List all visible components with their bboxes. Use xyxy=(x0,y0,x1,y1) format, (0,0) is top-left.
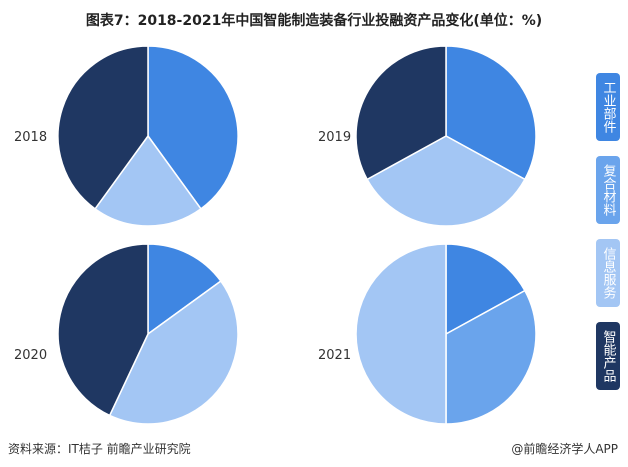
legend-item-3: 智能产品 xyxy=(596,322,620,390)
pie-2021-slice-2 xyxy=(355,243,447,425)
chart-title: 图表7：2018-2021年中国智能制造装备行业投融资产品变化(单位：%) xyxy=(85,13,543,29)
pie-2019-slice-3 xyxy=(355,45,447,181)
brand-note: @前瞻经济学人APP xyxy=(511,442,618,456)
legend-item-1: 复合材料 xyxy=(596,156,620,224)
pie-label-2020: 2020 xyxy=(14,348,48,363)
pie-2020-slice-3 xyxy=(57,243,149,417)
pie-2020-slice-2 xyxy=(108,280,239,425)
pie-2018-slice-3 xyxy=(57,45,149,210)
pie-2019-slice-0 xyxy=(445,45,537,181)
pie-2020-slice-0 xyxy=(147,243,222,336)
pie-label-2018: 2018 xyxy=(14,130,48,145)
legend-item-0: 工业部件 xyxy=(596,73,620,141)
source-note: 资料来源：IT桔子 前瞻产业研究院 xyxy=(8,442,191,456)
pie-label-2021: 2021 xyxy=(318,348,352,363)
pie-2018-slice-0 xyxy=(147,45,239,210)
pie-label-2019: 2019 xyxy=(318,130,352,145)
legend-item-2: 信息服务 xyxy=(596,239,620,307)
pie-2021-slice-0 xyxy=(445,243,526,336)
pie-2018-slice-2 xyxy=(94,134,202,227)
legend: 工业部件 复合材料 信息服务 智能产品 xyxy=(596,73,620,405)
pie-2021-slice-1 xyxy=(445,289,537,425)
